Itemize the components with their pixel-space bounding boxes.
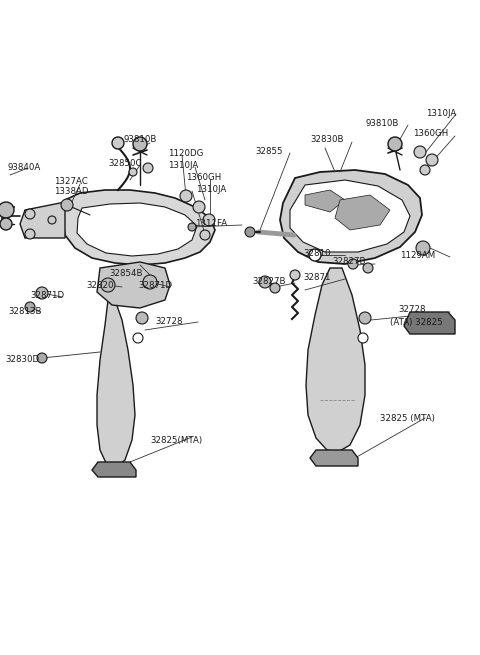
Text: 1120DG: 1120DG — [168, 149, 204, 157]
Polygon shape — [306, 268, 365, 452]
Circle shape — [0, 218, 12, 230]
Circle shape — [309, 249, 321, 261]
Polygon shape — [290, 180, 410, 252]
Polygon shape — [63, 190, 215, 265]
Text: 93840A: 93840A — [8, 164, 41, 172]
Circle shape — [200, 230, 210, 240]
Circle shape — [180, 190, 192, 202]
Text: 1360GH: 1360GH — [186, 172, 221, 181]
Circle shape — [133, 137, 147, 151]
Text: (ATA) 32825: (ATA) 32825 — [390, 318, 443, 326]
Circle shape — [193, 201, 205, 213]
Polygon shape — [335, 195, 390, 230]
Circle shape — [420, 165, 430, 175]
Circle shape — [203, 214, 215, 226]
Text: 1311FA: 1311FA — [195, 219, 227, 229]
Circle shape — [133, 333, 143, 343]
Circle shape — [25, 209, 35, 219]
Text: 1310JA: 1310JA — [196, 185, 226, 193]
Circle shape — [143, 275, 157, 289]
Polygon shape — [20, 202, 65, 238]
Circle shape — [112, 137, 124, 149]
Text: 1310JA: 1310JA — [426, 109, 456, 117]
Circle shape — [129, 168, 137, 176]
Text: 32830D: 32830D — [5, 356, 39, 364]
Text: 32820: 32820 — [86, 280, 113, 290]
Polygon shape — [97, 262, 170, 308]
Circle shape — [143, 163, 153, 173]
Circle shape — [136, 312, 148, 324]
Circle shape — [36, 287, 48, 299]
Text: 32827B: 32827B — [252, 278, 286, 286]
Text: 32830B: 32830B — [310, 136, 344, 145]
Polygon shape — [92, 462, 136, 477]
Text: 1310JA: 1310JA — [168, 160, 198, 170]
Text: 32871D: 32871D — [30, 291, 64, 301]
Circle shape — [245, 227, 255, 237]
Circle shape — [48, 216, 56, 224]
Text: 93810B: 93810B — [124, 136, 157, 145]
Text: 32728: 32728 — [155, 316, 182, 326]
Circle shape — [359, 312, 371, 324]
Circle shape — [101, 278, 115, 292]
Circle shape — [414, 146, 426, 158]
Circle shape — [25, 302, 35, 312]
Text: 32854B: 32854B — [109, 269, 143, 278]
Circle shape — [270, 283, 280, 293]
Circle shape — [426, 154, 438, 166]
Text: 1338AD: 1338AD — [54, 187, 88, 196]
Text: 32871D: 32871D — [138, 280, 172, 290]
Text: 32810: 32810 — [303, 248, 331, 257]
Text: 32728: 32728 — [398, 305, 425, 314]
Text: 32825 (MTA): 32825 (MTA) — [380, 413, 435, 422]
Text: 32871: 32871 — [303, 274, 331, 282]
Text: 1129AM: 1129AM — [400, 252, 435, 261]
Circle shape — [259, 276, 271, 288]
Polygon shape — [77, 203, 197, 256]
Text: 32850C: 32850C — [108, 159, 142, 168]
Circle shape — [363, 263, 373, 273]
Text: 32827B: 32827B — [332, 257, 365, 267]
Polygon shape — [97, 300, 135, 468]
Circle shape — [0, 202, 14, 218]
Polygon shape — [305, 190, 345, 212]
Circle shape — [37, 353, 47, 363]
Text: 1327AC: 1327AC — [54, 178, 88, 187]
Circle shape — [290, 270, 300, 280]
Circle shape — [61, 199, 73, 211]
Text: 93810B: 93810B — [366, 119, 399, 128]
Text: 32825(MTA): 32825(MTA) — [150, 436, 202, 445]
Polygon shape — [280, 170, 422, 264]
Text: 32855: 32855 — [255, 147, 283, 157]
Circle shape — [188, 223, 196, 231]
Polygon shape — [310, 450, 358, 466]
Polygon shape — [404, 312, 455, 334]
Text: 1360GH: 1360GH — [413, 128, 448, 138]
Circle shape — [25, 229, 35, 239]
Circle shape — [358, 333, 368, 343]
Circle shape — [416, 241, 430, 255]
Circle shape — [388, 137, 402, 151]
Text: 32813B: 32813B — [8, 307, 41, 316]
Circle shape — [348, 259, 358, 269]
